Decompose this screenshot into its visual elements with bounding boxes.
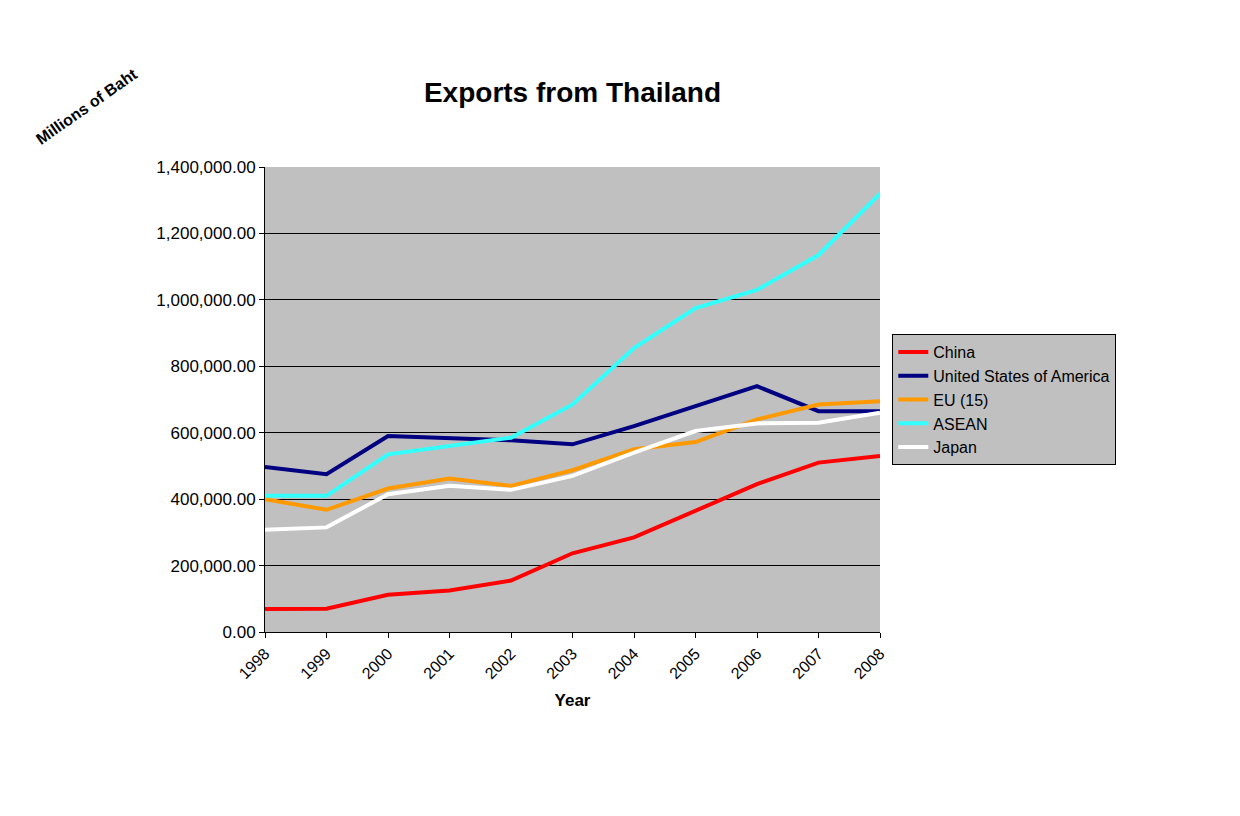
svg-text:2000: 2000 (359, 645, 396, 682)
svg-text:400,000.00: 400,000.00 (171, 490, 256, 509)
svg-text:Exports from Thailand: Exports from Thailand (424, 77, 721, 108)
svg-text:EU (15): EU (15) (933, 392, 988, 409)
svg-text:2001: 2001 (420, 645, 457, 682)
svg-text:1,200,000.00: 1,200,000.00 (156, 224, 255, 243)
svg-text:2004: 2004 (605, 645, 642, 682)
svg-text:2008: 2008 (851, 645, 888, 682)
svg-text:Year: Year (555, 691, 591, 710)
svg-text:China: China (933, 344, 975, 361)
svg-text:2005: 2005 (666, 645, 703, 682)
svg-text:1,000,000.00: 1,000,000.00 (156, 291, 255, 310)
svg-text:1999: 1999 (297, 645, 334, 682)
svg-text:Japan: Japan (933, 439, 977, 456)
svg-text:2003: 2003 (543, 645, 580, 682)
svg-text:2007: 2007 (789, 645, 826, 682)
svg-text:600,000.00: 600,000.00 (171, 424, 256, 443)
svg-text:Millions of Baht: Millions of Baht (33, 65, 141, 148)
svg-text:2002: 2002 (482, 645, 519, 682)
svg-text:1998: 1998 (236, 645, 273, 682)
svg-text:ASEAN: ASEAN (933, 416, 987, 433)
svg-text:2006: 2006 (728, 645, 765, 682)
svg-text:800,000.00: 800,000.00 (171, 357, 256, 376)
svg-text:200,000.00: 200,000.00 (171, 557, 256, 576)
svg-text:United States of America: United States of America (933, 368, 1109, 385)
svg-text:1,400,000.00: 1,400,000.00 (156, 158, 255, 177)
svg-text:0.00: 0.00 (223, 623, 256, 642)
